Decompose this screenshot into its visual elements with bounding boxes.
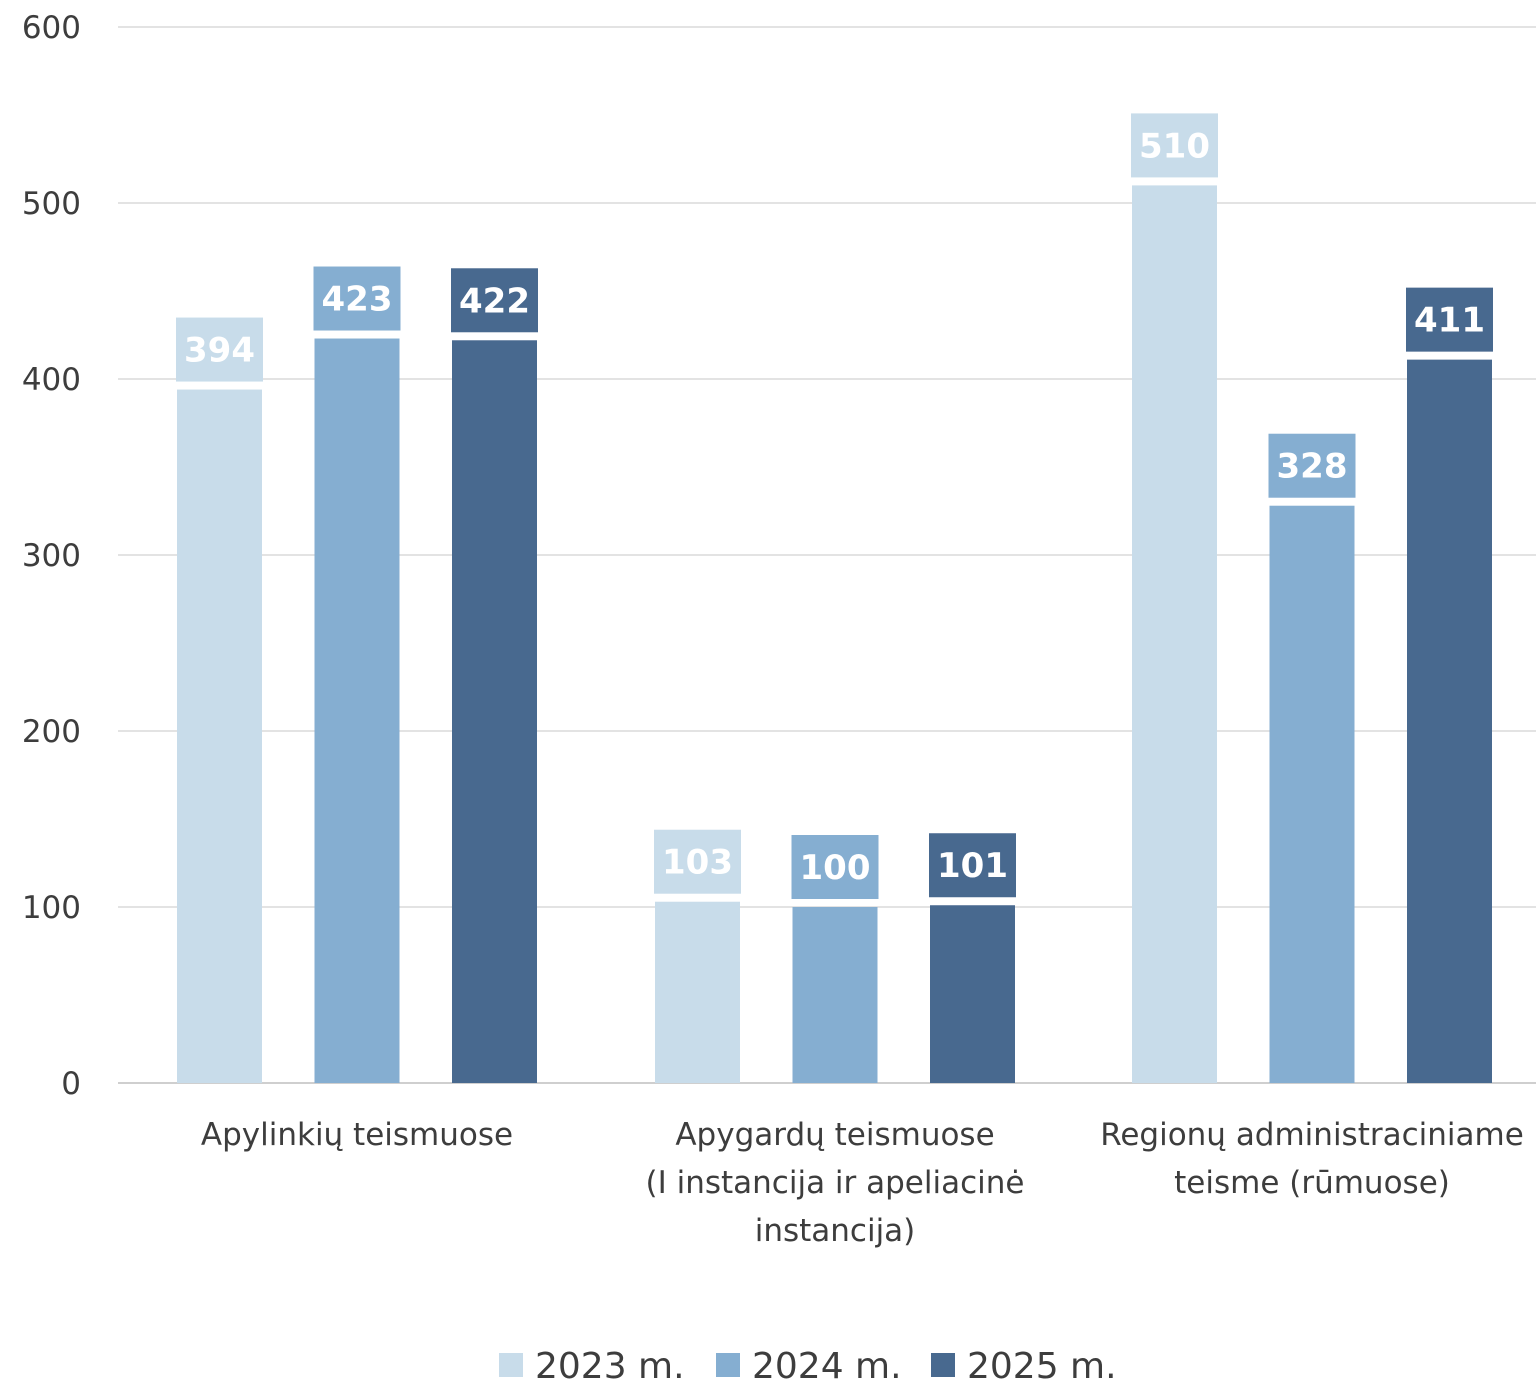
data-label: 394 xyxy=(184,331,255,371)
x-tick-label: (I instancija ir apeliacinė xyxy=(646,1165,1025,1201)
x-tick-label: Regionų administraciniame xyxy=(1100,1117,1524,1153)
data-label-box xyxy=(791,835,879,899)
bar xyxy=(1269,505,1355,1084)
data-label: 103 xyxy=(662,843,733,883)
data-label-box xyxy=(929,833,1016,898)
data-label-box xyxy=(654,829,741,894)
y-tick-label: 600 xyxy=(22,10,81,46)
x-tick-label: instancija) xyxy=(755,1213,916,1249)
data-label: 328 xyxy=(1277,447,1348,487)
y-tick-label: 500 xyxy=(22,186,81,222)
x-tick-label: teisme (rūmuose) xyxy=(1174,1165,1450,1201)
data-label-box xyxy=(451,268,538,333)
y-tick-label: 300 xyxy=(22,538,81,574)
data-label-box xyxy=(176,317,263,382)
x-axis-ticks: Apylinkių teismuose Apygardų teismuose (I … xyxy=(201,1117,1524,1249)
x-tick-label: Apylinkių teismuose xyxy=(201,1117,513,1153)
bar xyxy=(655,901,740,1083)
data-label: 100 xyxy=(800,848,871,888)
y-tick-label: 200 xyxy=(22,714,81,750)
data-label: 510 xyxy=(1139,126,1210,166)
data-label: 422 xyxy=(459,281,530,321)
bar xyxy=(177,389,262,1083)
bar xyxy=(452,340,537,1083)
y-tick-label: 100 xyxy=(22,890,81,926)
data-label-box xyxy=(1131,113,1218,178)
data-labels: 394 103 510 423 100 328 422 101 411 xyxy=(176,113,1493,899)
bar xyxy=(1407,359,1492,1083)
y-tick-label: 400 xyxy=(22,362,81,398)
legend-swatch xyxy=(931,1353,955,1377)
y-tick-label: 0 xyxy=(61,1066,81,1102)
x-tick-label: Apygardų teismuose xyxy=(675,1117,994,1153)
legend-label: 2024 m. xyxy=(752,1346,902,1385)
data-label: 423 xyxy=(322,280,393,320)
data-label: 411 xyxy=(1414,301,1485,341)
bar xyxy=(1132,185,1217,1083)
legend-label: 2023 m. xyxy=(535,1346,685,1385)
data-label: 101 xyxy=(937,846,1008,886)
bars xyxy=(177,185,1492,1084)
legend-swatch xyxy=(716,1353,740,1377)
legend-swatch xyxy=(499,1353,523,1377)
data-label-box xyxy=(313,266,401,331)
data-label-box xyxy=(1268,433,1356,498)
bar xyxy=(314,338,400,1083)
y-axis-ticks: 0 100 200 300 400 500 600 xyxy=(22,10,81,1102)
legend: 2023 m. 2024 m. 2025 m. xyxy=(499,1346,1117,1385)
data-label-box xyxy=(1406,287,1493,352)
bar xyxy=(792,907,878,1083)
legend-label: 2025 m. xyxy=(967,1346,1117,1385)
bar xyxy=(930,905,1015,1083)
